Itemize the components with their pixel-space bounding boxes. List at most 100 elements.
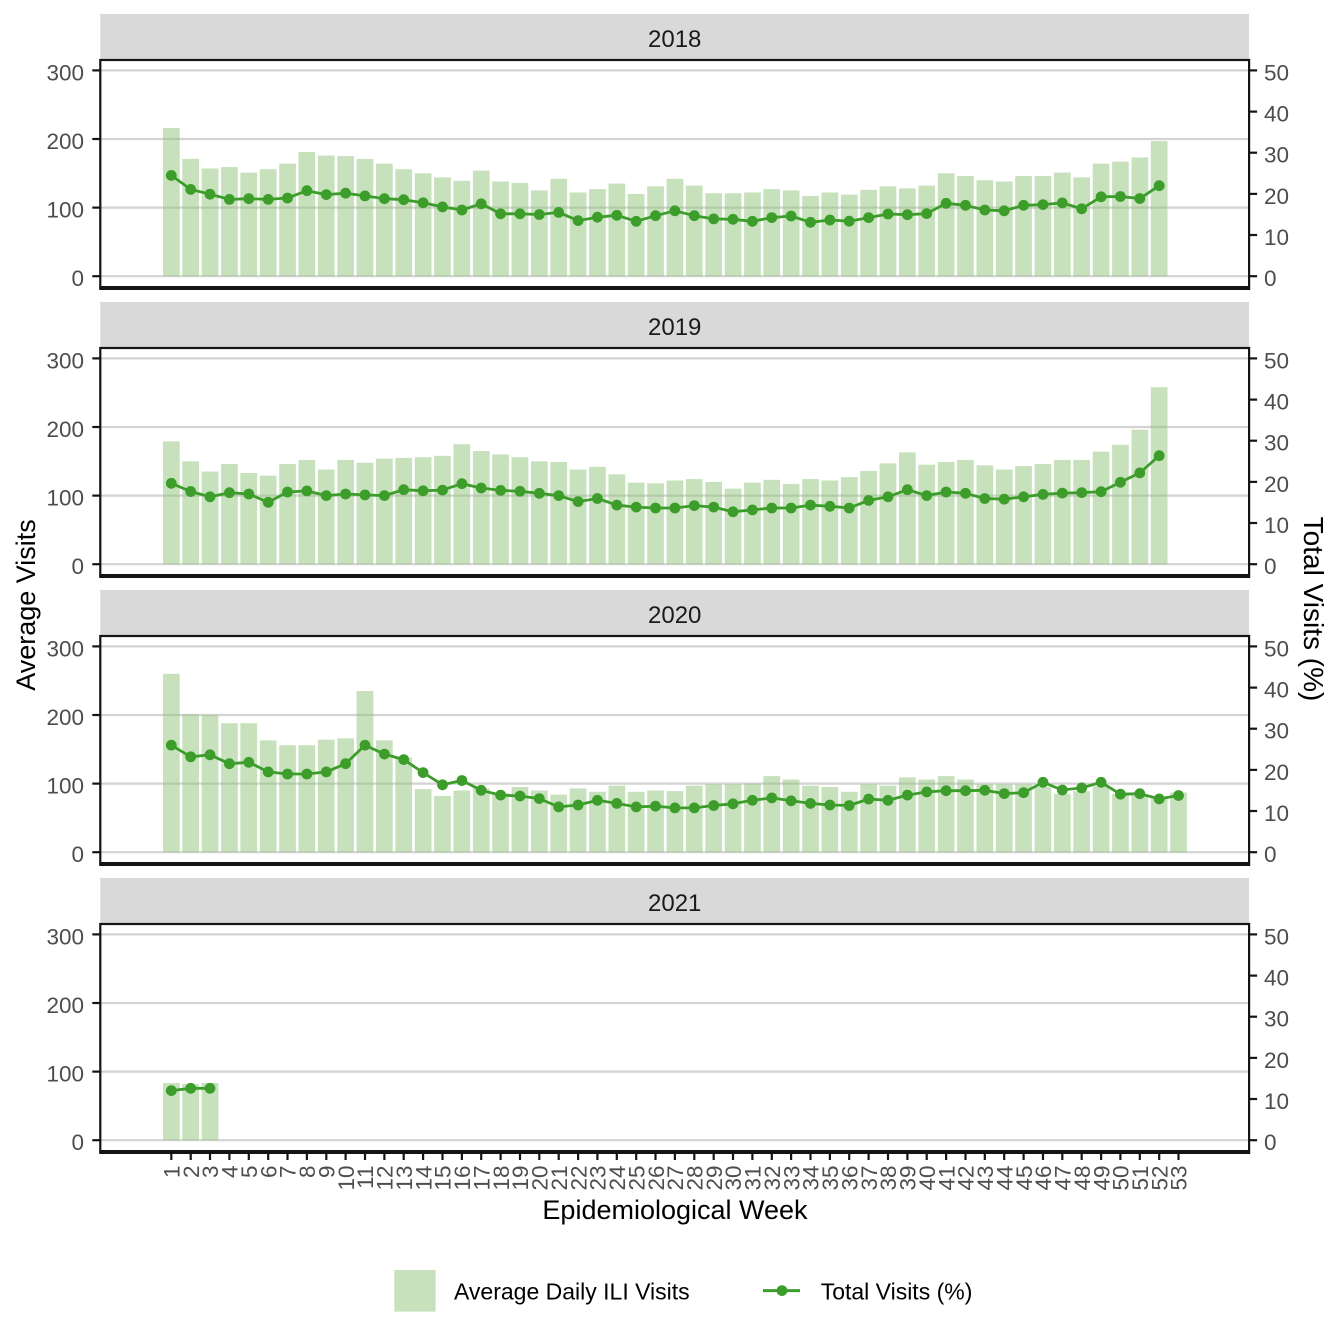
svg-text:1: 1 (160, 1166, 185, 1179)
svg-text:21: 21 (547, 1166, 572, 1191)
svg-text:51: 51 (1128, 1166, 1153, 1191)
svg-text:16: 16 (450, 1166, 475, 1191)
svg-text:14: 14 (411, 1166, 436, 1191)
svg-text:22: 22 (566, 1166, 591, 1191)
svg-text:20: 20 (528, 1166, 553, 1191)
svg-text:50: 50 (1109, 1166, 1134, 1191)
svg-text:48: 48 (1070, 1166, 1095, 1191)
svg-text:40: 40 (1264, 678, 1289, 703)
svg-text:50: 50 (1264, 348, 1289, 373)
svg-text:2021: 2021 (648, 890, 701, 917)
svg-text:0: 0 (1264, 1130, 1277, 1155)
svg-text:39: 39 (896, 1166, 921, 1191)
svg-text:49: 49 (1089, 1166, 1114, 1191)
svg-text:20: 20 (1264, 760, 1289, 785)
svg-text:0: 0 (1264, 554, 1277, 579)
svg-text:2: 2 (179, 1166, 204, 1179)
svg-text:3: 3 (198, 1166, 223, 1179)
svg-text:30: 30 (1264, 431, 1289, 456)
svg-text:12: 12 (373, 1166, 398, 1191)
svg-text:32: 32 (760, 1166, 785, 1191)
svg-text:10: 10 (1264, 513, 1289, 538)
svg-text:Epidemiological Week: Epidemiological Week (542, 1195, 808, 1225)
svg-text:42: 42 (954, 1166, 979, 1191)
svg-text:10: 10 (334, 1166, 359, 1191)
svg-text:200: 200 (46, 417, 84, 442)
svg-text:10: 10 (1264, 1089, 1289, 1114)
svg-text:0: 0 (71, 266, 84, 291)
svg-text:29: 29 (702, 1166, 727, 1191)
svg-text:8: 8 (295, 1166, 320, 1179)
svg-text:0: 0 (71, 554, 84, 579)
svg-text:33: 33 (779, 1166, 804, 1191)
svg-text:300: 300 (46, 636, 84, 661)
svg-text:100: 100 (46, 486, 84, 511)
svg-text:300: 300 (46, 924, 84, 949)
svg-text:Total Visits (%): Total Visits (%) (1298, 517, 1329, 702)
svg-text:20: 20 (1264, 472, 1289, 497)
svg-text:28: 28 (683, 1166, 708, 1191)
svg-text:20: 20 (1264, 184, 1289, 209)
svg-text:44: 44 (992, 1166, 1017, 1191)
svg-text:38: 38 (876, 1166, 901, 1191)
svg-text:36: 36 (838, 1166, 863, 1191)
svg-text:2019: 2019 (648, 314, 701, 341)
svg-text:35: 35 (818, 1166, 843, 1191)
svg-text:0: 0 (1264, 266, 1277, 291)
svg-text:31: 31 (741, 1166, 766, 1191)
svg-text:53: 53 (1167, 1166, 1192, 1191)
svg-text:20: 20 (1264, 1048, 1289, 1073)
svg-text:10: 10 (1264, 225, 1289, 250)
svg-text:34: 34 (799, 1166, 824, 1191)
svg-text:Average Visits: Average Visits (11, 519, 41, 691)
svg-text:30: 30 (1264, 1007, 1289, 1032)
svg-text:7: 7 (276, 1166, 301, 1179)
svg-text:300: 300 (46, 348, 84, 373)
svg-text:100: 100 (46, 774, 84, 799)
svg-text:2018: 2018 (648, 26, 701, 53)
svg-text:50: 50 (1264, 636, 1289, 661)
svg-text:200: 200 (46, 129, 84, 154)
svg-text:47: 47 (1051, 1166, 1076, 1191)
svg-text:26: 26 (644, 1166, 669, 1191)
svg-text:18: 18 (489, 1166, 514, 1191)
svg-text:41: 41 (934, 1166, 959, 1191)
svg-text:27: 27 (663, 1166, 688, 1191)
svg-text:30: 30 (1264, 143, 1289, 168)
svg-text:100: 100 (46, 198, 84, 223)
svg-text:6: 6 (256, 1166, 281, 1179)
svg-text:30: 30 (721, 1166, 746, 1191)
svg-text:24: 24 (605, 1166, 630, 1191)
svg-text:13: 13 (392, 1166, 417, 1191)
svg-text:19: 19 (508, 1166, 533, 1191)
svg-text:23: 23 (586, 1166, 611, 1191)
svg-text:11: 11 (353, 1166, 378, 1189)
svg-text:200: 200 (46, 705, 84, 730)
svg-text:Total Visits (%): Total Visits (%) (821, 1279, 973, 1305)
svg-text:100: 100 (46, 1062, 84, 1087)
svg-text:15: 15 (431, 1166, 456, 1191)
svg-text:52: 52 (1147, 1166, 1172, 1191)
svg-text:17: 17 (469, 1166, 494, 1191)
svg-text:25: 25 (624, 1166, 649, 1191)
svg-text:Average Daily ILI Visits: Average Daily ILI Visits (454, 1279, 690, 1305)
svg-text:30: 30 (1264, 719, 1289, 744)
svg-text:40: 40 (1264, 390, 1289, 415)
svg-text:0: 0 (71, 1130, 84, 1155)
svg-text:45: 45 (1012, 1166, 1037, 1191)
svg-text:40: 40 (915, 1166, 940, 1191)
svg-text:37: 37 (857, 1166, 882, 1191)
svg-text:46: 46 (1031, 1166, 1056, 1191)
svg-text:300: 300 (46, 60, 84, 85)
svg-text:0: 0 (1264, 842, 1277, 867)
svg-text:4: 4 (218, 1166, 243, 1179)
svg-text:40: 40 (1264, 102, 1289, 127)
svg-text:50: 50 (1264, 60, 1289, 85)
svg-text:0: 0 (71, 842, 84, 867)
svg-text:40: 40 (1264, 966, 1289, 991)
svg-text:43: 43 (973, 1166, 998, 1191)
svg-text:10: 10 (1264, 801, 1289, 826)
svg-text:2020: 2020 (648, 602, 701, 629)
svg-text:200: 200 (46, 993, 84, 1018)
svg-text:9: 9 (315, 1166, 340, 1179)
